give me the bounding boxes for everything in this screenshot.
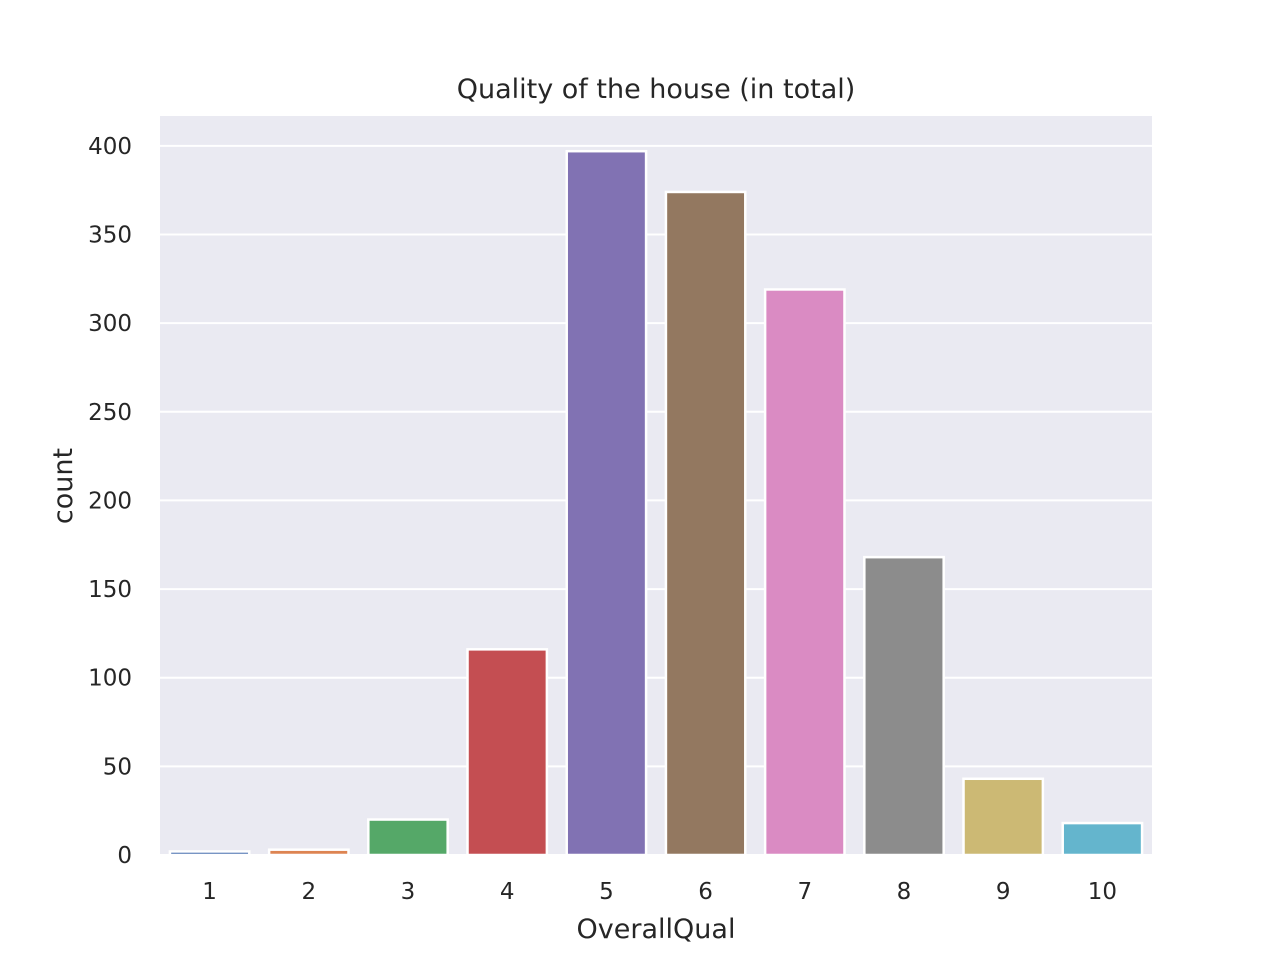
y-tick-label: 400 xyxy=(88,134,132,160)
x-tick-label: 9 xyxy=(996,879,1011,905)
y-tick-label: 50 xyxy=(103,754,132,780)
bar-quality-1 xyxy=(168,850,251,857)
x-tick-label: 8 xyxy=(897,879,912,905)
gridlines xyxy=(160,144,1152,856)
bar-quality-5 xyxy=(565,149,648,857)
y-tick-label: 250 xyxy=(88,400,132,426)
bars xyxy=(168,149,1144,857)
y-tick-label: 200 xyxy=(88,488,132,514)
y-tick-label: 0 xyxy=(117,843,132,869)
plot-area-background xyxy=(160,116,1152,855)
bar-quality-7 xyxy=(763,288,846,857)
x-tick-label: 2 xyxy=(301,879,316,905)
bar-quality-9 xyxy=(962,777,1045,857)
x-tick-label: 4 xyxy=(500,879,515,905)
bar-quality-2 xyxy=(267,848,350,857)
x-tick-label: 5 xyxy=(599,879,614,905)
x-tick-labels: 1 2 3 4 5 6 7 8 9 10 xyxy=(202,879,1117,905)
bar-quality-10 xyxy=(1061,821,1144,857)
bar-quality-3 xyxy=(367,818,449,857)
y-tick-label: 300 xyxy=(88,311,132,337)
x-tick-label: 1 xyxy=(202,879,217,905)
bar-quality-4 xyxy=(466,648,549,857)
y-tick-label: 350 xyxy=(88,223,132,249)
x-tick-label: 7 xyxy=(797,879,812,905)
y-tick-label: 150 xyxy=(88,577,132,603)
x-tick-label: 6 xyxy=(698,879,713,905)
x-tick-label: 10 xyxy=(1088,879,1117,905)
y-axis-label: count xyxy=(48,448,79,524)
y-tick-labels: 0 50 100 150 200 250 300 350 400 xyxy=(88,134,132,869)
y-tick-label: 100 xyxy=(88,666,132,692)
x-tick-label: 3 xyxy=(401,879,416,905)
bar-quality-6 xyxy=(664,190,747,857)
bar-quality-8 xyxy=(863,555,945,857)
chart-title: Quality of the house (in total) xyxy=(457,74,856,105)
x-axis-label: OverallQual xyxy=(577,914,736,945)
